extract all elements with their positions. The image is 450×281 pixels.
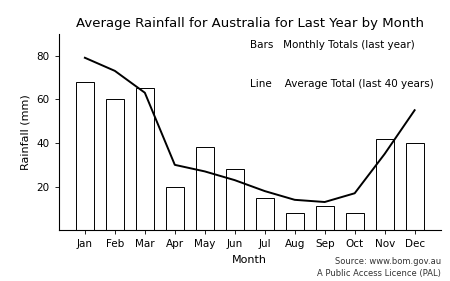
Bar bbox=[226, 169, 244, 230]
Text: Line    Average Total (last 40 years): Line Average Total (last 40 years) bbox=[250, 79, 433, 89]
Bar bbox=[346, 213, 364, 230]
Bar bbox=[166, 187, 184, 230]
Bar bbox=[106, 99, 124, 230]
Text: Source: www.bom.gov.au
A Public Access Licence (PAL): Source: www.bom.gov.au A Public Access L… bbox=[317, 257, 441, 278]
Bar bbox=[376, 139, 394, 230]
Bar bbox=[286, 213, 304, 230]
Bar bbox=[136, 88, 154, 230]
Bar bbox=[76, 82, 94, 230]
Bar bbox=[196, 147, 214, 230]
X-axis label: Month: Month bbox=[232, 255, 267, 265]
Bar bbox=[405, 143, 423, 230]
Text: Bars   Monthly Totals (last year): Bars Monthly Totals (last year) bbox=[250, 40, 414, 50]
Y-axis label: Rainfall (mm): Rainfall (mm) bbox=[21, 94, 31, 170]
Title: Average Rainfall for Australia for Last Year by Month: Average Rainfall for Australia for Last … bbox=[76, 17, 424, 30]
Bar bbox=[256, 198, 274, 230]
Bar bbox=[316, 206, 334, 230]
